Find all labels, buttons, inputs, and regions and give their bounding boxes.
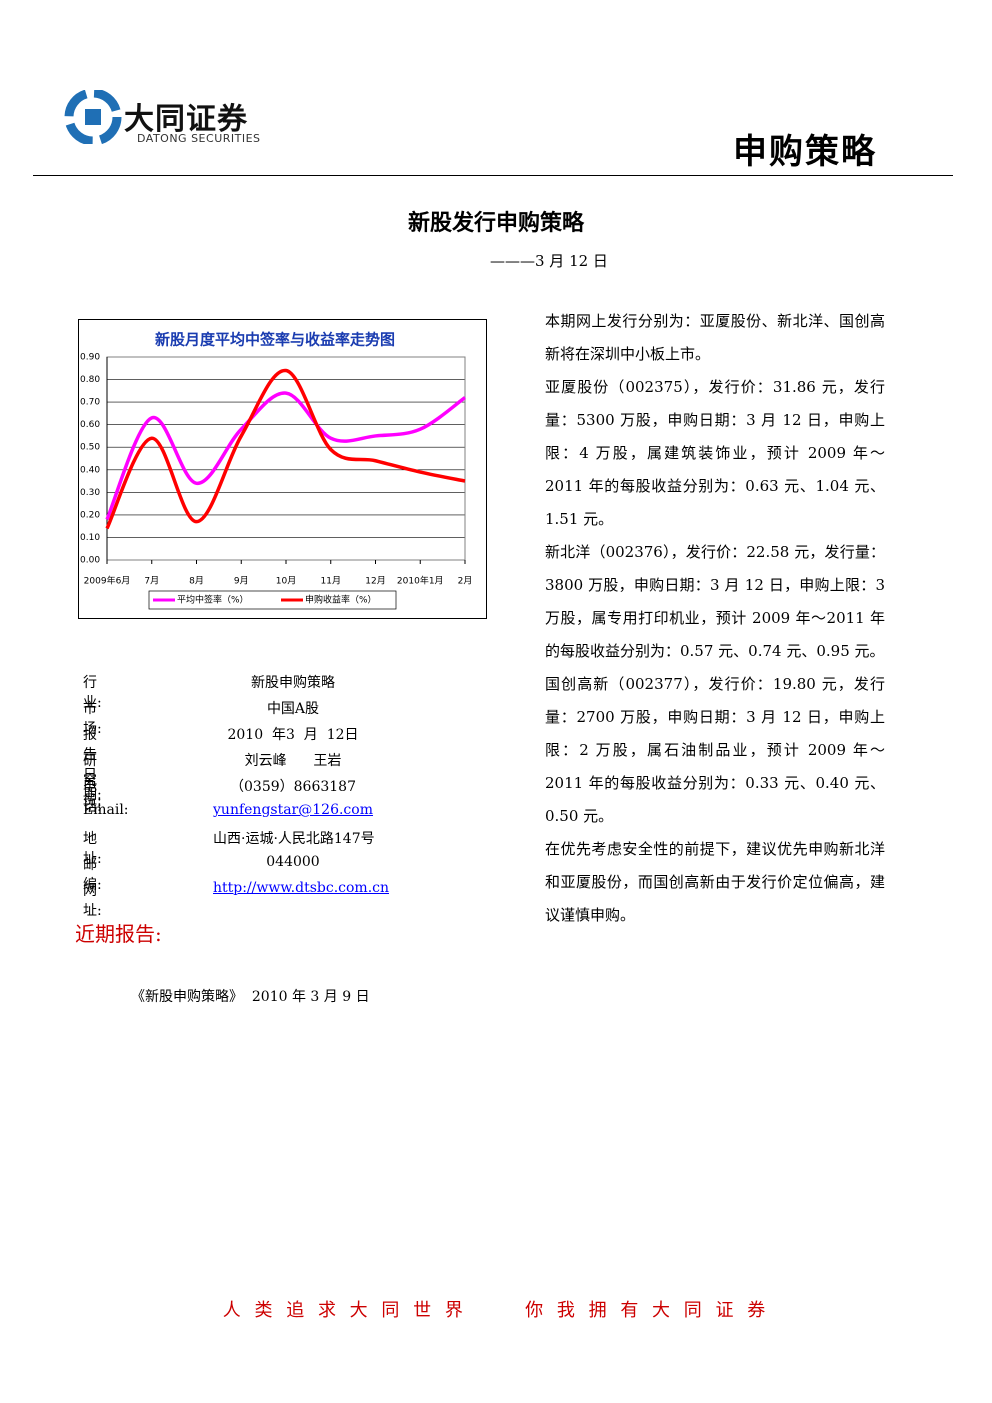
y-tick-label: 0.00 — [80, 556, 100, 566]
line-series — [105, 391, 467, 521]
report-category: 申购策略 — [733, 132, 877, 172]
x-tick-label: 7月 — [144, 576, 159, 587]
paragraph: 本期网上发行分别为：亚厦股份、新北洋、国创高新将在深圳中小板上市。 — [545, 312, 885, 363]
info-value: 中国A股 — [266, 701, 320, 717]
y-tick-label: 0.40 — [80, 465, 100, 475]
report-date: ———3 月 12 日 — [490, 252, 608, 270]
info-label: 行业: — [83, 675, 102, 711]
x-tick-label: 8月 — [189, 576, 204, 587]
info-label: Email: — [83, 802, 129, 818]
report-title: 新股发行申购策略 — [407, 210, 584, 236]
y-tick-label: 0.10 — [80, 533, 100, 543]
info-value: 044000 — [266, 854, 320, 870]
info-value: yunfengstar@126.com — [213, 802, 373, 818]
y-tick-label: 0.80 — [80, 375, 100, 385]
info-value: 刘云峰 王岩 — [244, 753, 342, 769]
paragraph: 国创高新（002377），发行价：19.80 元，发行量：2700 万股，申购日… — [545, 675, 885, 825]
x-tick-label: 2010年1月 — [397, 575, 444, 587]
info-value: 新股申购策略 — [251, 675, 335, 691]
info-label: 邮编: — [83, 857, 102, 893]
legend-label: 申购收益率（%） — [305, 594, 377, 606]
info-label: 研究员: — [83, 753, 102, 809]
header-rule — [33, 175, 953, 176]
y-tick-label: 0.30 — [80, 488, 100, 498]
y-tick-label: 0.20 — [80, 510, 100, 520]
y-tick-label: 0.90 — [80, 353, 100, 363]
info-value: http://www.dtsbc.com.cn — [213, 880, 389, 896]
info-value: （0359）8663187 — [230, 779, 356, 795]
paragraph: 亚厦股份（002375），发行价：31.86 元，发行量：5300 万股，申购日… — [545, 378, 885, 528]
footer-slogan: 人 类 追 求 大 同 世 界 你 我 拥 有 大 同 证 券 — [222, 1300, 770, 1321]
x-tick-label: 11月 — [321, 576, 341, 587]
x-tick-label: 12月 — [365, 576, 385, 587]
info-value: 山西·运城·人民北路147号 — [213, 831, 375, 847]
logo-name: 大同证券 — [124, 102, 248, 137]
logo-icon — [64, 90, 122, 144]
body-text: 本期网上发行分别为：亚厦股份、新北洋、国创高新将在深圳中小板上市。亚厦股份（00… — [545, 305, 885, 932]
line-series — [105, 368, 466, 530]
chart-title: 新股月度平均中签率与收益率走势图 — [155, 331, 395, 349]
info-value: 2010 年3 月 12日 — [227, 727, 359, 743]
legend-label: 平均中签率（%） — [177, 594, 249, 606]
info-label: 报告日期: — [83, 727, 102, 803]
info-label: 地 址: — [83, 831, 102, 867]
x-tick-label: 9月 — [234, 576, 249, 587]
paragraph: 在优先考虑安全性的前提下，建议优先申购新北洋和亚厦股份，而国创高新由于发行价定位… — [545, 840, 885, 924]
logo-subtitle: DATONG SECURITIES — [137, 132, 261, 145]
x-tick-label: 2月 — [458, 576, 473, 587]
paragraph: 新北洋（002376），发行价：22.58 元，发行量：3800 万股，申购日期… — [545, 543, 885, 660]
recent-heading: 近期报告: — [75, 922, 162, 946]
recent-item: 《新股申购策略》 2010 年 3 月 9 日 — [131, 989, 370, 1005]
y-tick-label: 0.70 — [80, 398, 100, 408]
x-tick-label: 2009年6月 — [84, 575, 131, 587]
y-tick-label: 0.50 — [80, 443, 100, 453]
chart-frame — [78, 319, 487, 619]
info-label: 电话: — [83, 779, 102, 815]
info-label: 网址: — [83, 883, 102, 919]
x-tick-label: 10月 — [276, 576, 296, 587]
info-label: 市场: — [83, 701, 102, 737]
legend-box — [148, 590, 397, 610]
y-tick-label: 0.60 — [80, 420, 100, 430]
chart: 新股月度平均中签率与收益率走势图 0.00 0.10 0.20 0.30 0.40 0.5… — [78, 319, 487, 619]
